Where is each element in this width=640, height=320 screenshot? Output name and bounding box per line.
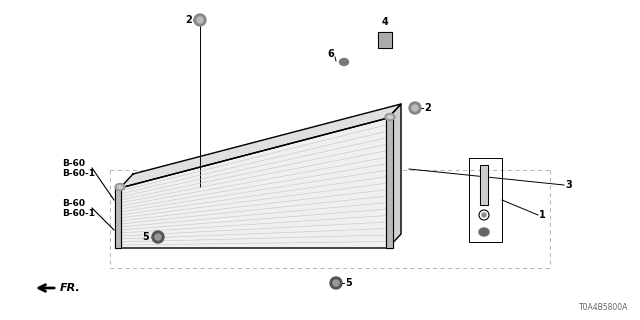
Text: 1: 1	[539, 210, 546, 220]
Polygon shape	[120, 118, 388, 248]
Text: 2: 2	[424, 103, 431, 113]
Ellipse shape	[385, 114, 395, 121]
Polygon shape	[120, 104, 401, 188]
Text: B-60: B-60	[62, 158, 85, 167]
Circle shape	[333, 280, 339, 286]
Polygon shape	[388, 104, 401, 248]
Circle shape	[194, 14, 206, 26]
Text: 2: 2	[185, 15, 192, 25]
Ellipse shape	[339, 59, 349, 66]
Circle shape	[152, 231, 164, 243]
Text: B-60: B-60	[62, 198, 85, 207]
Polygon shape	[115, 188, 121, 248]
Text: 5: 5	[345, 278, 352, 288]
Circle shape	[155, 234, 161, 240]
Polygon shape	[480, 165, 488, 205]
Ellipse shape	[479, 228, 489, 236]
Text: B-60-1: B-60-1	[62, 210, 95, 219]
Circle shape	[412, 105, 418, 111]
Polygon shape	[378, 32, 392, 48]
Text: FR.: FR.	[60, 283, 81, 293]
Ellipse shape	[387, 116, 392, 118]
Text: 4: 4	[381, 17, 388, 27]
Text: T0A4B5800A: T0A4B5800A	[579, 303, 628, 312]
Circle shape	[482, 213, 486, 217]
Text: 5: 5	[142, 232, 149, 242]
Circle shape	[330, 277, 342, 289]
Ellipse shape	[118, 186, 122, 188]
Polygon shape	[386, 118, 393, 248]
Ellipse shape	[115, 183, 125, 190]
Text: 6: 6	[327, 49, 334, 59]
Text: 3: 3	[565, 180, 572, 190]
Circle shape	[197, 17, 203, 23]
Circle shape	[409, 102, 421, 114]
Text: B-60-1: B-60-1	[62, 170, 95, 179]
